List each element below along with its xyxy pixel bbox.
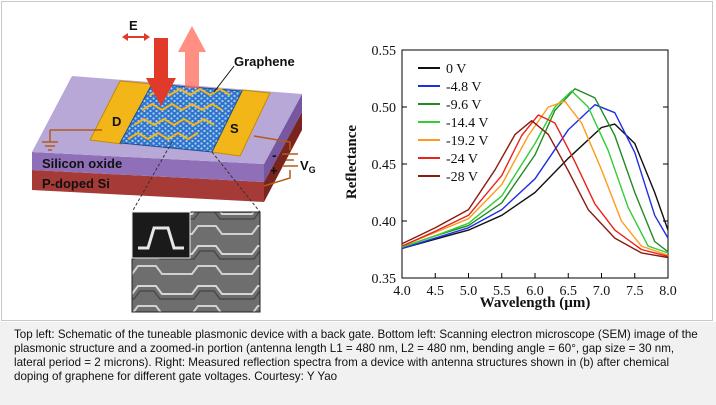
x-tick-label: 6.0 [526, 284, 544, 299]
x-axis-label: Wavelength (µm) [480, 295, 591, 311]
substrate-side [264, 112, 302, 202]
series-line-6 [401, 120, 669, 259]
source-label: S [230, 121, 239, 136]
graphene-sheet [119, 83, 243, 153]
legend-label-5: -24 V [446, 152, 478, 167]
x-tick-label: 7.5 [626, 284, 644, 299]
series-line-5 [401, 114, 669, 257]
zoom-line-left [131, 141, 173, 213]
series-line-0 [401, 123, 669, 250]
legend-label-2: -9.6 V [446, 98, 482, 113]
gate-minus: - [272, 147, 277, 163]
plot-frame [401, 49, 669, 279]
legend-label-4: -19.2 V [446, 134, 489, 149]
x-tick-label: 5.0 [460, 284, 478, 299]
x-tick-label: 4.0 [393, 284, 411, 299]
gate-voltage-label: VG [300, 158, 316, 175]
graphene-label: Graphene [234, 54, 295, 69]
x-tick-label: 4.5 [427, 284, 445, 299]
battery-icon [282, 153, 298, 167]
x-tick-label: 6.5 [560, 284, 578, 299]
legend: 0 V -4.8 V -9.6 V -14.4 V -19.2 V -24 V -28 V [418, 62, 489, 185]
x-tick-label: 7.0 [593, 284, 611, 299]
x-axis: 4.0 4.5 5.0 5.5 6.0 6.5 7.0 7.5 8.0 [393, 273, 677, 299]
series-line-4 [401, 100, 669, 256]
legend-label-3: -14.4 V [446, 116, 489, 131]
legend-label-1: -4.8 V [446, 80, 482, 95]
x-tick-label: 5.5 [493, 284, 511, 299]
zoom-line-right [211, 151, 261, 213]
figure-panel: E Graphene D S - + VG [1, 1, 713, 321]
legend-label-6: -28 V [446, 170, 478, 185]
legend-label-0: 0 V [446, 62, 466, 77]
series-line-2 [401, 88, 669, 253]
y-tick-label: 0.45 [372, 158, 397, 173]
device-schematic: E Graphene D S - + VG [32, 18, 316, 313]
circuit-wiring [42, 129, 291, 187]
substrate-label: P-doped Si [42, 176, 110, 191]
gate-plus: + [270, 163, 278, 178]
oxide-label: Silicon oxide [42, 156, 122, 171]
incident-arrow [146, 38, 176, 106]
substrate-front [32, 170, 264, 202]
y-tick-label: 0.35 [372, 272, 397, 287]
oxide-side [264, 94, 302, 182]
y-tick-label: 0.55 [372, 44, 397, 59]
y-axis: 0.35 0.40 0.45 0.50 0.55 [372, 44, 668, 287]
oxide-front [32, 152, 264, 182]
series-lines [401, 88, 669, 259]
x-tick-label: 8.0 [659, 284, 677, 299]
y-axis-label: Reflectance [344, 125, 360, 199]
series-line-3 [401, 90, 669, 254]
y-tick-label: 0.40 [372, 215, 397, 230]
sem-image [131, 211, 261, 313]
reflected-arrow [178, 26, 206, 88]
e-field-arrow-icon [122, 33, 150, 41]
e-field-label: E [129, 18, 138, 33]
drain-label: D [112, 114, 121, 129]
series-line-1 [401, 104, 669, 250]
y-tick-label: 0.50 [372, 101, 397, 116]
reflectance-chart: 0.35 0.40 0.45 0.50 0.55 4.0 4.5 5.0 5.5 6.0 6.5 7… [344, 44, 677, 311]
caption: Top left: Schematic of the tuneable plas… [0, 322, 716, 405]
graphene-pointer [213, 65, 235, 93]
